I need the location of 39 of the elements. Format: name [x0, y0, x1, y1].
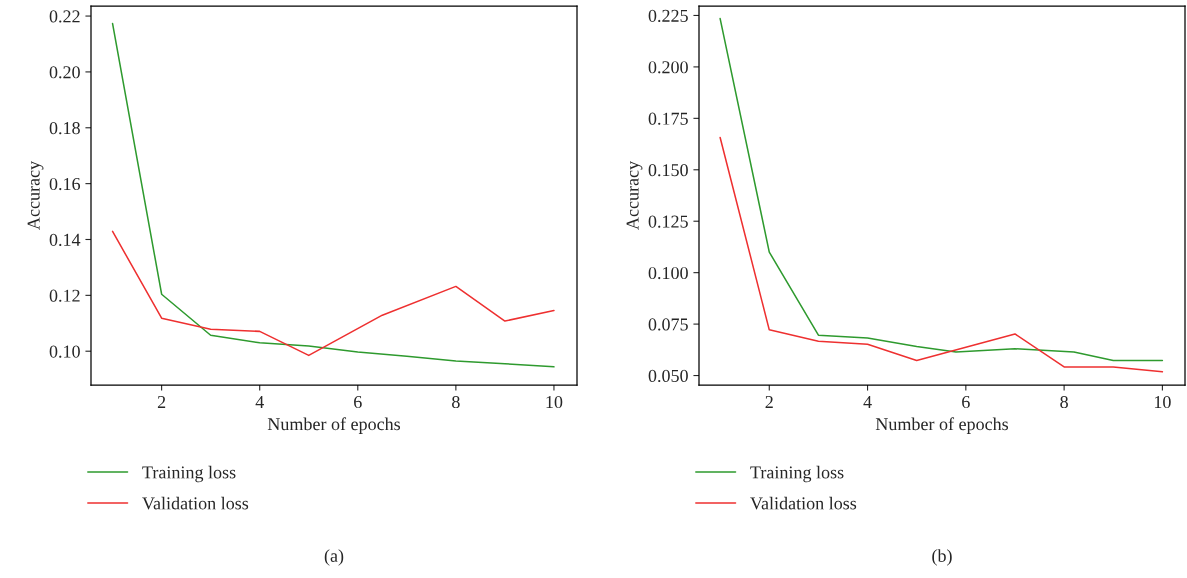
x-tick-label: 6 — [962, 395, 970, 409]
line-series — [111, 22, 555, 368]
y-tick-label: 0.100 — [648, 266, 688, 280]
x-tick-label: 4 — [863, 396, 872, 408]
y-tick-label: 0.075 — [648, 318, 688, 331]
x-tick-label: 4 — [255, 396, 264, 408]
line-series — [111, 230, 555, 357]
x-tick-label: 8 — [1060, 395, 1068, 409]
legend-label: Validation loss — [142, 496, 249, 510]
line-series — [719, 136, 1164, 373]
legend-label: Training loss — [750, 465, 844, 483]
x-axis-title: Number of epochs — [875, 417, 1009, 434]
y-tick-label: 0.10 — [49, 345, 80, 358]
text: (a) — [324, 549, 344, 566]
y-axis-title: Accuracy — [27, 160, 44, 230]
x-tick-label: 2 — [157, 395, 166, 408]
y-axis-title: Accuracy — [626, 160, 643, 230]
y-tick-label: 0.12 — [49, 289, 80, 302]
y-tick-label: 0.22 — [49, 10, 80, 23]
line-series — [719, 17, 1164, 362]
x-axis-title: Number of epochs — [267, 417, 401, 434]
text: (b) — [932, 549, 952, 566]
x-tick-label: 8 — [452, 395, 460, 409]
y-tick-label: 0.16 — [49, 177, 81, 191]
legend-label: Validation loss — [750, 496, 857, 510]
x-tick-label: 6 — [354, 395, 362, 409]
x-tick-label: 2 — [765, 395, 773, 408]
y-tick-label: 0.20 — [49, 66, 80, 79]
y-tick-label: 0.200 — [648, 61, 688, 74]
x-tick-label: 10 — [1154, 395, 1171, 409]
y-tick-label: 0.125 — [648, 215, 688, 228]
y-tick-label: 0.050 — [648, 369, 688, 383]
y-tick-label: 0.18 — [49, 122, 80, 135]
y-tick-label: 0.225 — [648, 9, 688, 22]
y-tick-label: 0.14 — [49, 233, 81, 247]
y-tick-label: 0.150 — [648, 164, 688, 177]
y-tick-label: 0.175 — [648, 112, 688, 125]
x-tick-label: 10 — [546, 395, 563, 409]
legend-label: Training loss — [142, 465, 236, 483]
